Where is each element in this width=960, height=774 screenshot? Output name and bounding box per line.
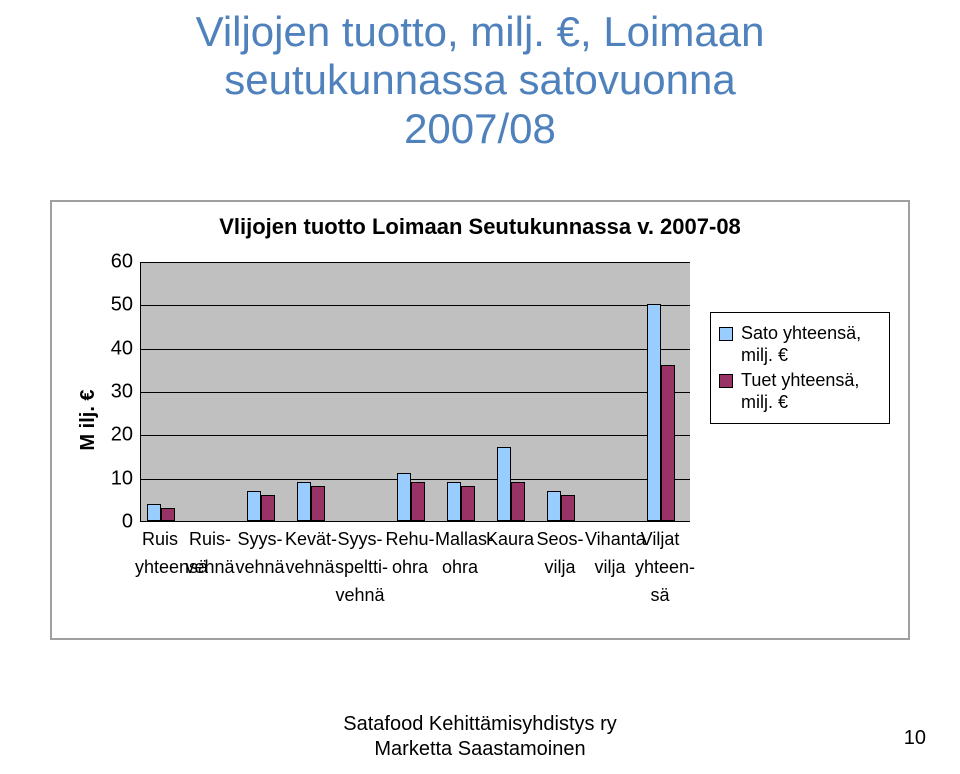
- bar: [561, 495, 575, 521]
- y-tick-label: 30: [111, 381, 133, 404]
- chart-title: Vlijojen tuotto Loimaan Seutukunnassa v.…: [52, 214, 908, 240]
- gridline: [141, 305, 690, 306]
- x-tick-label: Ruis- vehnä: [185, 526, 235, 582]
- x-tick-label: Vihanta vilja: [585, 526, 635, 582]
- bar: [411, 482, 425, 521]
- gridline: [141, 435, 690, 436]
- legend-text: Tuet yhteensä, milj. €: [741, 370, 859, 413]
- gridline: [141, 349, 690, 350]
- bar: [547, 491, 561, 521]
- title-line-2: seutukunnassa satovuonna: [0, 56, 960, 104]
- bar: [161, 508, 175, 521]
- y-tick-label: 20: [111, 424, 133, 447]
- bar: [247, 491, 261, 521]
- y-tick-label: 40: [111, 337, 133, 360]
- y-tick-label: 0: [122, 511, 133, 534]
- bar: [261, 495, 275, 521]
- x-tick-label: Kaura: [485, 526, 535, 554]
- y-tick-label: 50: [111, 294, 133, 317]
- footer: Satafood Kehittämisyhdistys ry Marketta …: [0, 712, 960, 762]
- bar: [647, 304, 661, 521]
- bar-group: [497, 447, 525, 521]
- x-axis-labels: Ruis yhteensäRuis- vehnäSyys- vehnäKevät…: [140, 522, 690, 632]
- title-line-1: Viljojen tuotto, milj. €, Loimaan: [0, 8, 960, 56]
- legend-swatch: [719, 374, 733, 388]
- title-line-3: 2007/08: [0, 105, 960, 153]
- bar: [397, 473, 411, 521]
- bar: [511, 482, 525, 521]
- x-tick-label: Seos- vilja: [535, 526, 585, 582]
- y-tick-label: 10: [111, 467, 133, 490]
- x-tick-label: Viljat yhteen- sä: [635, 526, 685, 610]
- slide: Viljojen tuotto, milj. €, Loimaan seutuk…: [0, 0, 960, 774]
- bar-group: [147, 504, 175, 521]
- legend-row: Sato yhteensä, milj. €: [719, 323, 881, 366]
- gridline: [141, 392, 690, 393]
- bar: [497, 447, 511, 521]
- footer-line-1: Satafood Kehittämisyhdistys ry: [0, 712, 960, 737]
- x-tick-label: Syys- speltti- vehnä: [335, 526, 385, 610]
- gridline: [141, 262, 690, 263]
- chart-frame: Vlijojen tuotto Loimaan Seutukunnassa v.…: [50, 200, 910, 640]
- bar-group: [297, 482, 325, 521]
- legend-row: Tuet yhteensä, milj. €: [719, 370, 881, 413]
- slide-title: Viljojen tuotto, milj. €, Loimaan seutuk…: [0, 8, 960, 153]
- x-tick-label: Kevät- vehnä: [285, 526, 335, 582]
- bar-group: [447, 482, 475, 521]
- footer-line-2: Marketta Saastamoinen: [0, 737, 960, 762]
- bar-group: [647, 304, 675, 521]
- bar-group: [397, 473, 425, 521]
- x-tick-label: Mallas- ohra: [435, 526, 485, 582]
- legend-swatch: [719, 327, 733, 341]
- bar: [461, 486, 475, 521]
- legend-text: Sato yhteensä, milj. €: [741, 323, 861, 366]
- page-number: 10: [904, 727, 926, 750]
- x-tick-label: Syys- vehnä: [235, 526, 285, 582]
- bar: [311, 486, 325, 521]
- x-tick-label: Rehu- ohra: [385, 526, 435, 582]
- bar: [147, 504, 161, 521]
- legend: Sato yhteensä, milj. €Tuet yhteensä, mil…: [710, 312, 890, 424]
- bar: [661, 365, 675, 521]
- y-axis-label: M ilj. €: [77, 389, 100, 450]
- bar-group: [547, 491, 575, 521]
- x-tick-label: Ruis yhteensä: [135, 526, 185, 582]
- bar-group: [247, 491, 275, 521]
- bar: [447, 482, 461, 521]
- y-tick-label: 60: [111, 251, 133, 274]
- bar: [297, 482, 311, 521]
- plot-area: 0102030405060: [140, 262, 690, 522]
